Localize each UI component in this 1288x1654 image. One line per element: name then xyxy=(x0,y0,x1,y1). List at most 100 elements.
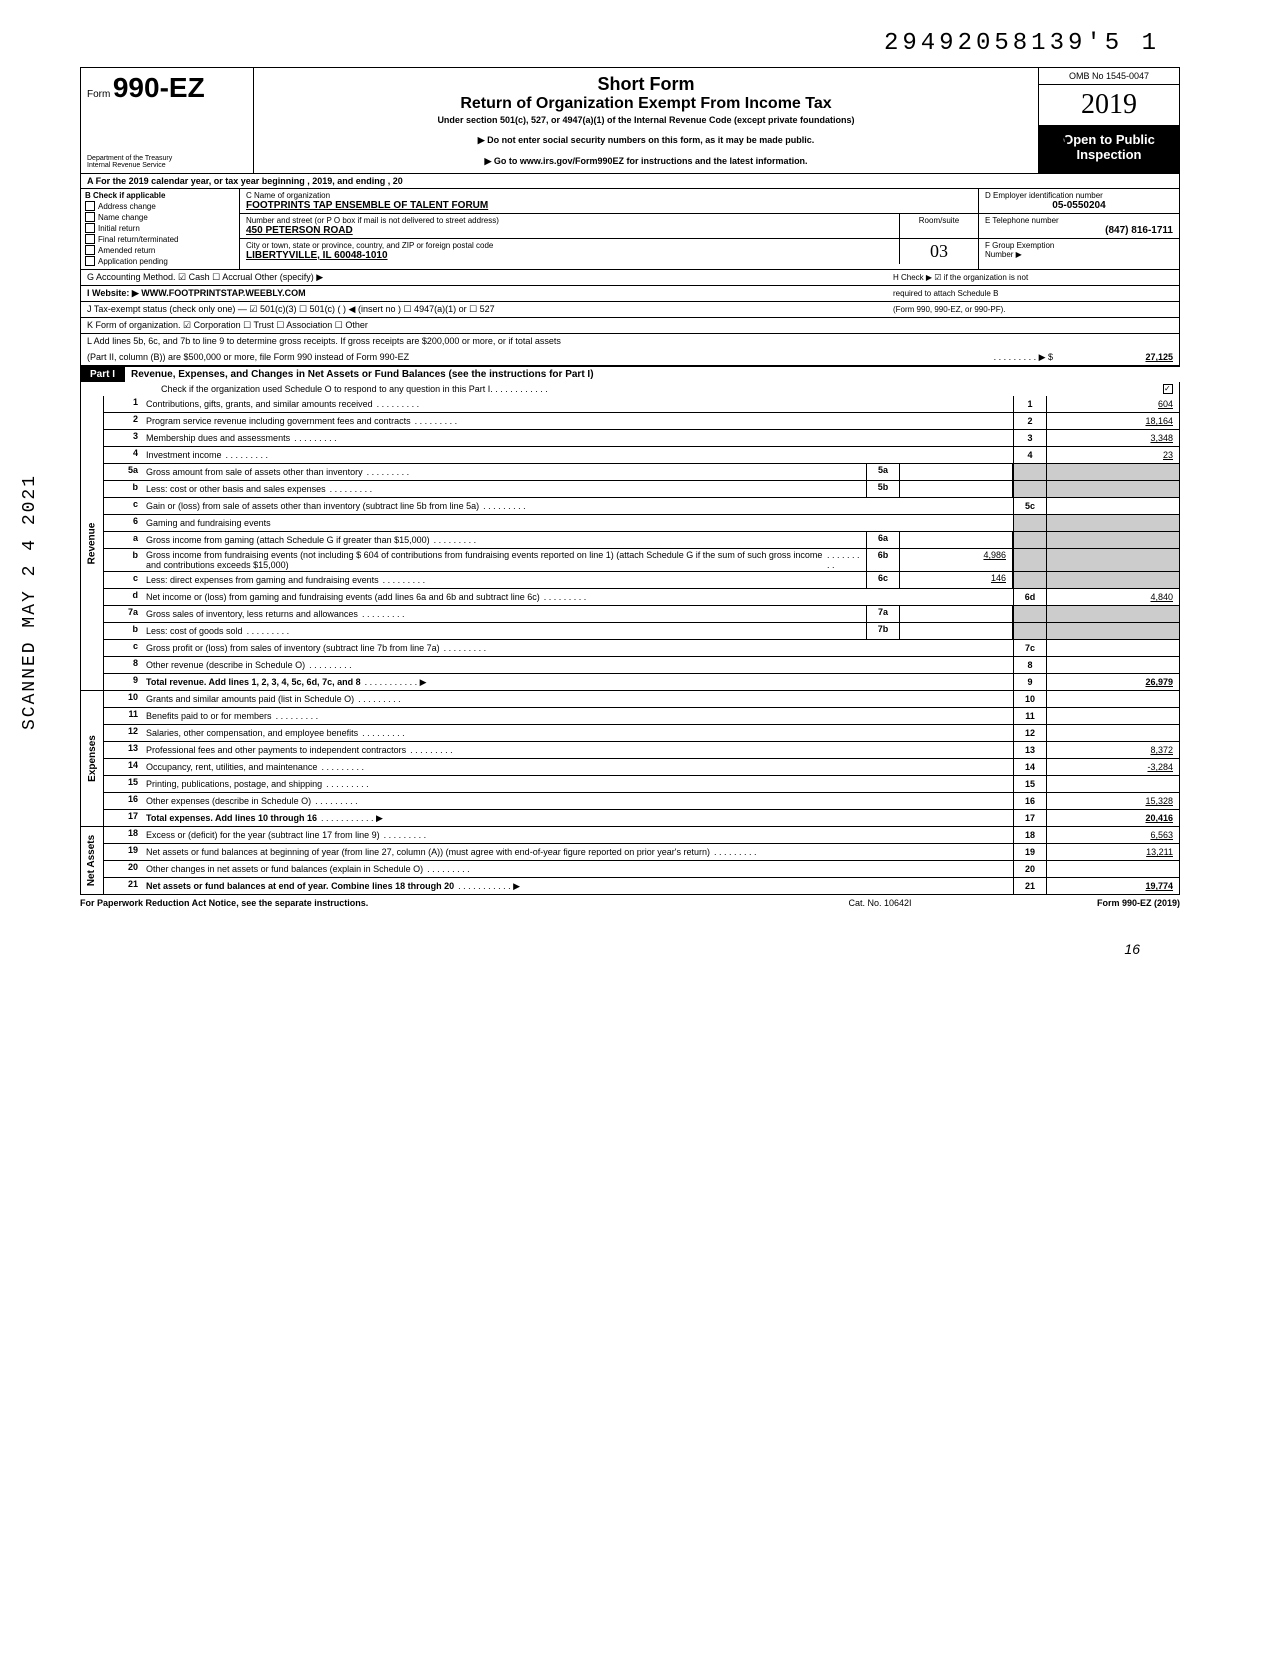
line-number: c xyxy=(104,498,142,514)
org-name: FOOTPRINTS TAP ENSEMBLE OF TALENT FORUM xyxy=(246,200,972,211)
line-c: cGain or (loss) from sale of assets othe… xyxy=(104,498,1179,515)
omb-number: OMB No 1545-0047 xyxy=(1039,68,1179,85)
line-number: 20 xyxy=(104,861,142,877)
header-left: Form 990-EZ Department of the Treasury I… xyxy=(81,68,254,173)
form-number: 990-EZ xyxy=(113,72,205,103)
line-c: cGross profit or (loss) from sales of in… xyxy=(104,640,1179,657)
line-box: 17 xyxy=(1013,810,1046,826)
line-b: bLess: cost or other basis and sales exp… xyxy=(104,481,1179,498)
line-value: 15,328 xyxy=(1046,793,1179,809)
line-d: dNet income or (loss) from gaming and fu… xyxy=(104,589,1179,606)
under-section: Under section 501(c), 527, or 4947(a)(1)… xyxy=(264,115,1028,125)
row-l-gross: L Add lines 5b, 6c, and 7b to line 9 to … xyxy=(81,334,1179,365)
org-name-row: C Name of organization FOOTPRINTS TAP EN… xyxy=(240,189,978,214)
line-box: 18 xyxy=(1013,827,1046,843)
sub-value xyxy=(900,532,1013,548)
cb-pending[interactable]: Application pending xyxy=(85,256,235,266)
form-header: Form 990-EZ Department of the Treasury I… xyxy=(80,67,1180,174)
form-id-footer: Form 990-EZ (2019) xyxy=(980,898,1180,908)
line-value: 604 xyxy=(1046,396,1179,412)
line-value: 13,211 xyxy=(1046,844,1179,860)
row-g-accounting: G Accounting Method. ☑ Cash ☐ Accrual Ot… xyxy=(81,270,1179,286)
line-8: 8Other revenue (describe in Schedule O) … xyxy=(104,657,1179,674)
line-desc: Grants and similar amounts paid (list in… xyxy=(142,691,1013,707)
entity-block: B Check if applicable Address change Nam… xyxy=(80,189,1180,270)
line-value: 8,372 xyxy=(1046,742,1179,758)
line-value: 20,416 xyxy=(1046,810,1179,826)
part1-title: Revenue, Expenses, and Changes in Net As… xyxy=(125,366,1180,382)
line-desc: Gross sales of inventory, less returns a… xyxy=(142,606,866,622)
schedule-o-checkbox[interactable] xyxy=(1163,384,1173,394)
line-value: 26,979 xyxy=(1046,674,1179,690)
line-11: 11Benefits paid to or for members . . . … xyxy=(104,708,1179,725)
line-3: 3Membership dues and assessments . . . .… xyxy=(104,430,1179,447)
form-prefix: Form xyxy=(87,89,110,100)
website-note: ▶ Go to www.irs.gov/Form990EZ for instru… xyxy=(264,156,1028,167)
cb-initial-return[interactable]: Initial return xyxy=(85,223,235,233)
cat-no: Cat. No. 10642I xyxy=(780,898,980,908)
row-j-exempt: J Tax-exempt status (check only one) — ☑… xyxy=(81,302,1179,318)
line-5a: 5aGross amount from sale of assets other… xyxy=(104,464,1179,481)
line-desc: Less: cost of goods sold . . . . . . . .… xyxy=(142,623,866,639)
cb-name-change[interactable]: Name change xyxy=(85,212,235,222)
line-2: 2Program service revenue including gover… xyxy=(104,413,1179,430)
line-desc: Less: cost or other basis and sales expe… xyxy=(142,481,866,497)
street-row: Number and street (or P O box if mail is… xyxy=(240,214,978,239)
row-h: H Check ▶ ☑ if the organization is not xyxy=(893,273,1173,282)
line-number: 11 xyxy=(104,708,142,724)
line-box: 16 xyxy=(1013,793,1046,809)
line-number: 8 xyxy=(104,657,142,673)
row-i-website: I Website: ▶ WWW.FOOTPRINTSTAP.WEEBLY.CO… xyxy=(81,286,1179,302)
line-17: 17Total expenses. Add lines 10 through 1… xyxy=(104,810,1179,826)
city-row: City or town, state or province, country… xyxy=(240,239,978,264)
cb-final-return[interactable]: Final return/terminated xyxy=(85,234,235,244)
sub-value xyxy=(900,481,1013,497)
line-value: 4,840 xyxy=(1046,589,1179,605)
line-number: c xyxy=(104,640,142,656)
line-10: 10Grants and similar amounts paid (list … xyxy=(104,691,1179,708)
line-box: 20 xyxy=(1013,861,1046,877)
form-footer: For Paperwork Reduction Act Notice, see … xyxy=(80,895,1180,911)
line-number: 18 xyxy=(104,827,142,843)
line-box: 5c xyxy=(1013,498,1046,514)
line-value xyxy=(1046,776,1179,792)
line-box: 13 xyxy=(1013,742,1046,758)
netassets-section: Net Assets 18Excess or (deficit) for the… xyxy=(80,827,1180,895)
form-page: SCANNED MAY 2 4 2021 29492058139'5 1 For… xyxy=(80,30,1180,957)
line-15: 15Printing, publications, postage, and s… xyxy=(104,776,1179,793)
line-value: -3,284 xyxy=(1046,759,1179,775)
page-number: 16 xyxy=(80,941,1180,957)
sub-value xyxy=(900,464,1013,480)
line-value xyxy=(1046,498,1179,514)
line-desc: Gain or (loss) from sale of assets other… xyxy=(142,498,1013,514)
line-desc: Contributions, gifts, grants, and simila… xyxy=(142,396,1013,412)
revenue-section: Revenue 1Contributions, gifts, grants, a… xyxy=(80,396,1180,691)
line-number: d xyxy=(104,589,142,605)
line-16: 16Other expenses (describe in Schedule O… xyxy=(104,793,1179,810)
line-desc: Total revenue. Add lines 1, 2, 3, 4, 5c,… xyxy=(142,674,1013,690)
line-number: b xyxy=(104,549,142,571)
header-right: OMB No 1545-0047 2019 Open to Public Ins… xyxy=(1039,68,1179,173)
line-box: 8 xyxy=(1013,657,1046,673)
header-mid: Short Form Return of Organization Exempt… xyxy=(254,68,1039,173)
row-k-formorg: K Form of organization. ☑ Corporation ☐ … xyxy=(81,318,1179,334)
line-value xyxy=(1046,708,1179,724)
sub-value: 4,986 xyxy=(900,549,1013,571)
netassets-label: Net Assets xyxy=(81,827,104,894)
line-box: 10 xyxy=(1013,691,1046,707)
line-12: 12Salaries, other compensation, and empl… xyxy=(104,725,1179,742)
line-number: 16 xyxy=(104,793,142,809)
sub-box: 5a xyxy=(866,464,900,480)
line-value: 18,164 xyxy=(1046,413,1179,429)
line-14: 14Occupancy, rent, utilities, and mainte… xyxy=(104,759,1179,776)
city-state-zip: LIBERTYVILLE, IL 60048-1010 xyxy=(246,250,893,261)
line-21: 21Net assets or fund balances at end of … xyxy=(104,878,1179,894)
paperwork-notice: For Paperwork Reduction Act Notice, see … xyxy=(80,898,780,908)
cb-address-change[interactable]: Address change xyxy=(85,201,235,211)
line-box: 4 xyxy=(1013,447,1046,463)
line-desc: Net income or (loss) from gaming and fun… xyxy=(142,589,1013,605)
line-box: 11 xyxy=(1013,708,1046,724)
col-c-org: C Name of organization FOOTPRINTS TAP EN… xyxy=(240,189,978,269)
line-number: 14 xyxy=(104,759,142,775)
cb-amended[interactable]: Amended return xyxy=(85,245,235,255)
